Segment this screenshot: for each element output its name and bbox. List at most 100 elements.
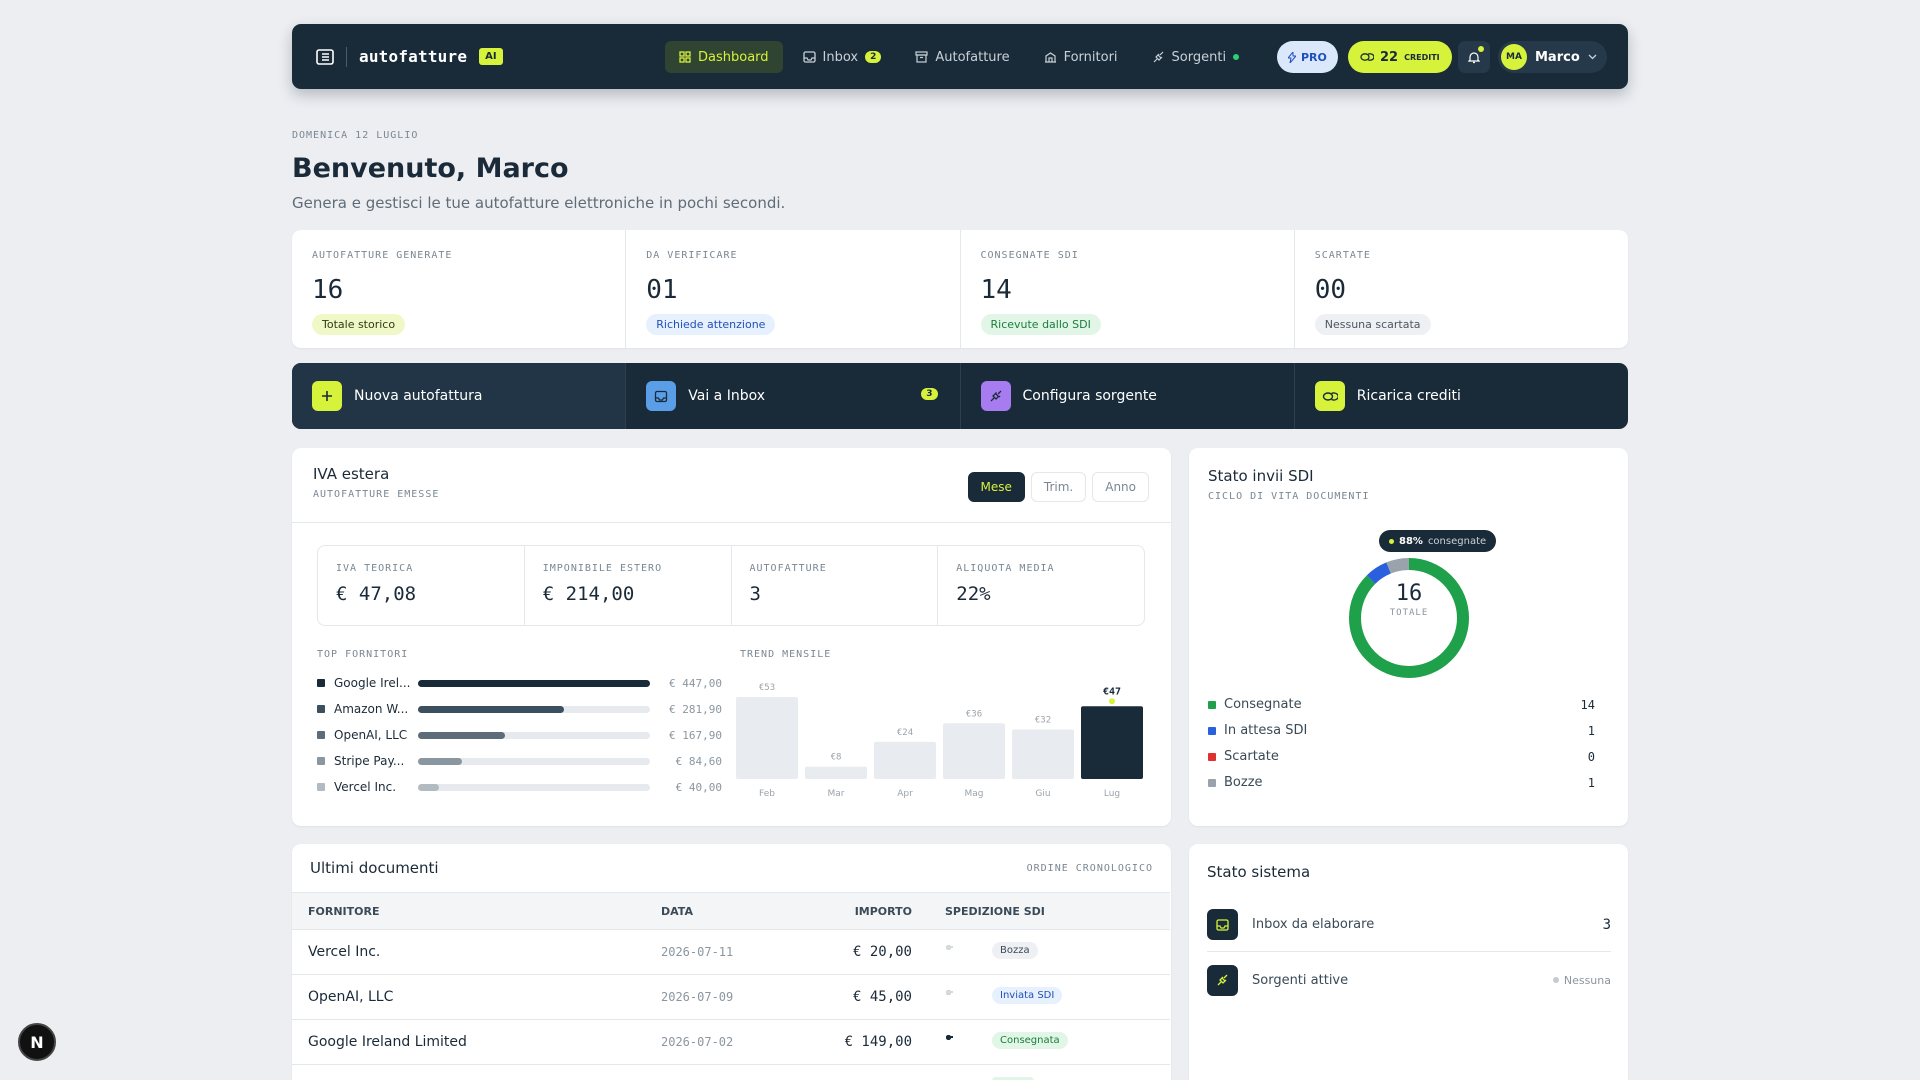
credits-label: CREDITI — [1404, 52, 1440, 62]
row-date: 2026-07-02 — [661, 1035, 734, 1049]
period-quarter-button[interactable]: Trim. — [1030, 472, 1087, 502]
supplier-bar-fill — [418, 757, 462, 765]
brand[interactable]: autofatture AI — [316, 46, 503, 67]
recharge-credits-button[interactable]: Ricarica crediti — [1295, 363, 1628, 429]
trend-bar[interactable] — [736, 697, 798, 779]
trend-bar[interactable] — [1081, 706, 1143, 779]
trend-category-label: Apr — [897, 789, 913, 799]
metric-imponibile: IMPONIBILE ESTERO € 214,00 — [525, 546, 732, 625]
table-row[interactable]: Google Ireland Limited 2026-07-02 € 149,… — [292, 1020, 1170, 1065]
trend-category-label: Feb — [759, 789, 775, 799]
credits-value: 22 — [1380, 49, 1399, 65]
iva-subtitle: AUTOFATTURE EMESSE — [313, 489, 440, 500]
system-row-sources[interactable]: Sorgenti attive Nessuna — [1207, 963, 1611, 997]
credits-button[interactable]: 22 CREDITI — [1348, 41, 1452, 73]
legend-value: 0 — [1587, 749, 1595, 764]
action-label: Vai a Inbox — [688, 388, 765, 404]
user-menu[interactable]: MA Marco — [1498, 41, 1607, 73]
metric-value: € 47,08 — [336, 583, 417, 605]
inbox-icon — [802, 51, 816, 63]
coins-icon — [1314, 381, 1345, 411]
nav-dashboard[interactable]: Dashboard — [665, 41, 783, 73]
supplier-value: € 447,00 — [669, 676, 722, 690]
sidebar-toggle-icon[interactable] — [316, 48, 334, 65]
system-row-inbox[interactable]: Inbox da elaborare 3 — [1207, 906, 1611, 952]
sdi-donut-chart — [1349, 558, 1469, 678]
trend-category-label: Mag — [965, 789, 984, 799]
new-autofattura-button[interactable]: Nuova autofattura — [292, 363, 627, 429]
table-row[interactable]: OpenAI, LLC 2026-07-09 € 45,00 Inviata S… — [292, 975, 1170, 1020]
supplier-bar-fill — [418, 705, 565, 713]
supplier-swatch — [317, 679, 325, 687]
brand-name: autofatture — [359, 47, 468, 66]
donut-slice[interactable] — [1349, 558, 1469, 678]
action-label: Ricarica crediti — [1356, 388, 1461, 404]
metric-label: AUTOFATTURE — [749, 563, 827, 574]
system-label: Sorgenti attive — [1252, 972, 1349, 988]
nav-autofatture[interactable]: Autofatture — [901, 41, 1023, 73]
metric-label: IVA TEORICA — [336, 563, 414, 574]
nav-links: Dashboard Inbox 2 Autofatture Fornitori … — [665, 41, 1253, 73]
period-year-button[interactable]: Anno — [1092, 472, 1149, 502]
chevron-down-icon — [1588, 54, 1597, 60]
nav-dashboard-label: Dashboard — [698, 49, 769, 65]
status-badge: Inviata SDI — [992, 987, 1063, 1004]
trend-bar[interactable] — [805, 766, 867, 779]
dev-tools-button[interactable]: N — [18, 1023, 56, 1061]
supplier-row: Google Irel... € 447,00 — [317, 673, 722, 693]
go-inbox-button[interactable]: Vai a Inbox 3 — [626, 363, 961, 429]
sdi-card: Stato invii SDI CICLO DI VITA DOCUMENTI … — [1189, 448, 1628, 826]
nav-sorgenti[interactable]: Sorgenti — [1138, 41, 1254, 73]
stat-pill: Nessuna scartata — [1314, 314, 1431, 335]
sdi-title: Stato invii SDI — [1208, 467, 1314, 485]
plus-icon — [312, 381, 342, 411]
trend-bar[interactable] — [1012, 729, 1074, 779]
table-row[interactable] — [292, 1065, 1170, 1080]
supplier-bar-track — [418, 705, 650, 713]
trend-highlight-dot — [1109, 698, 1115, 705]
user-name: Marco — [1535, 49, 1580, 65]
nav-inbox[interactable]: Inbox 2 — [789, 41, 896, 73]
supplier-value: € 40,00 — [675, 780, 722, 794]
metric-value: 3 — [749, 583, 761, 605]
dev-badge-letter: N — [30, 1032, 44, 1052]
notifications-button[interactable] — [1458, 41, 1490, 73]
legend-label: Scartate — [1224, 749, 1279, 764]
grid-icon — [679, 51, 691, 63]
sdi-subtitle: CICLO DI VITA DOCUMENTI — [1208, 491, 1370, 502]
ai-badge: AI — [479, 48, 503, 65]
row-date: 2026-07-09 — [661, 990, 734, 1004]
trend-bar[interactable] — [874, 741, 936, 779]
trend-bar-label: €8 — [831, 753, 842, 763]
row-supplier: Vercel Inc. — [308, 944, 381, 960]
page-title: Benvenuto, Marco — [292, 153, 569, 184]
supplier-name: Amazon W... — [334, 702, 409, 716]
notification-dot — [1478, 46, 1484, 52]
nav-fornitori[interactable]: Fornitori — [1030, 41, 1132, 73]
documents-order[interactable]: ORDINE CRONOLOGICO — [1026, 863, 1153, 874]
trend-bar-label: €32 — [1035, 715, 1051, 725]
tooltip-dot — [1389, 538, 1394, 544]
legend-label: Consegnate — [1224, 697, 1302, 712]
quick-actions: Nuova autofattura Vai a Inbox 3 Configur… — [292, 363, 1628, 429]
trend-chart: €53 Feb €8 Mar €24 Apr €36 Mag €32 Giu €47 Lug — [736, 683, 1143, 799]
supplier-name: OpenAI, LLC — [334, 728, 408, 742]
configure-source-button[interactable]: Configura sorgente — [961, 363, 1295, 429]
legend-bozze: Bozze 1 — [1208, 775, 1595, 790]
stat-rejected: SCARTATE 00 Nessuna scartata — [1295, 230, 1628, 348]
trend-bar[interactable] — [943, 723, 1005, 779]
donut-total-label: TOTALE — [1389, 608, 1429, 618]
supplier-bar-track — [418, 757, 650, 765]
legend-label: In attesa SDI — [1224, 723, 1308, 738]
system-value: 3 — [1602, 916, 1611, 933]
legend-value: 1 — [1587, 723, 1595, 738]
pro-badge[interactable]: PRO — [1277, 41, 1338, 73]
sources-status: Nessuna — [1552, 974, 1611, 987]
divider — [292, 522, 1171, 523]
period-selector: Mese Trim. Anno — [967, 472, 1149, 502]
table-row[interactable]: Vercel Inc. 2026-07-11 € 20,00 Bozza — [292, 930, 1170, 975]
inbox-icon — [646, 381, 677, 411]
period-month-button[interactable]: Mese — [967, 472, 1025, 502]
table-header: FORNITORE DATA IMPORTO SPEDIZIONE SDI — [292, 892, 1170, 930]
donut-center: 16 TOTALE — [1380, 581, 1438, 618]
